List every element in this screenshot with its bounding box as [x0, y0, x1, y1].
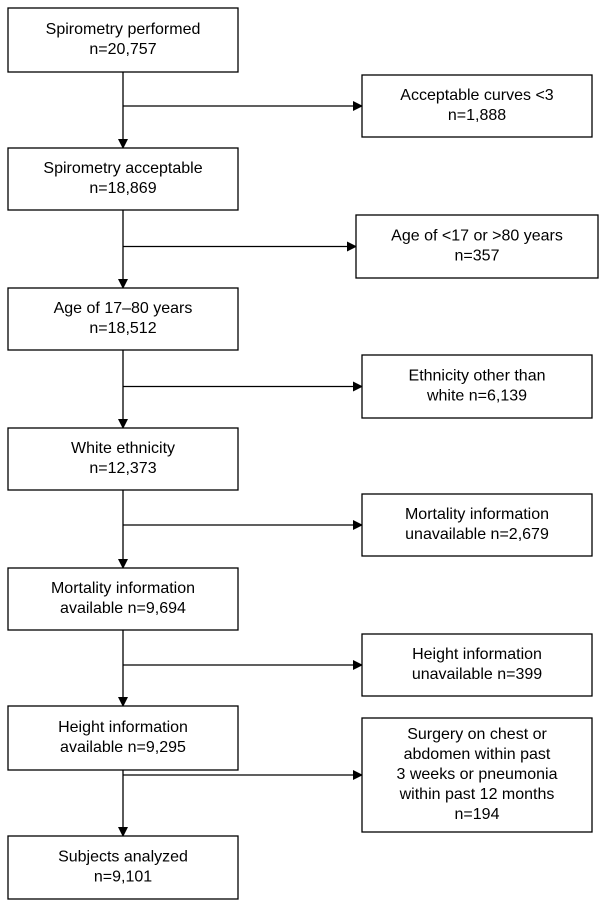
step-box-text: n=12,373: [89, 460, 156, 477]
step-box-text: available n=9,694: [60, 600, 186, 617]
exclusion-box-text: n=357: [455, 248, 500, 265]
step-box-text: Mortality information: [51, 580, 195, 597]
exclusion-box-text: 3 weeks or pneumonia: [397, 766, 558, 783]
step-box-text: Subjects analyzed: [58, 849, 188, 866]
exclusion-box: [361, 633, 593, 697]
step-box: [7, 287, 239, 351]
exclusion-box-text: white n=6,139: [426, 388, 527, 405]
step-box: [7, 705, 239, 771]
exclusion-box: [355, 214, 599, 279]
step-box-text: Age of 17–80 years: [54, 300, 193, 317]
exclusion-box-text: abdomen within past: [404, 746, 551, 763]
step-box-text: n=18,512: [89, 320, 156, 337]
exclusion-box-text: Ethnicity other than: [409, 368, 546, 385]
step-box-text: Spirometry performed: [46, 21, 201, 38]
step-box-text: n=20,757: [89, 41, 156, 58]
exclusion-box: [361, 74, 593, 138]
exclusion-box: [361, 354, 593, 419]
step-box-text: n=9,101: [94, 869, 152, 886]
exclusion-box-text: Mortality information: [405, 506, 549, 523]
step-box: [7, 835, 239, 900]
exclusion-box-text: within past 12 months: [399, 786, 555, 803]
exclusion-box-text: Surgery on chest or: [407, 726, 547, 743]
exclusion-box-text: unavailable n=399: [412, 666, 542, 683]
step-box-text: available n=9,295: [60, 739, 186, 756]
step-box: [7, 7, 239, 73]
step-box: [7, 567, 239, 631]
step-box: [7, 427, 239, 491]
exclusion-box-text: Age of <17 or >80 years: [391, 228, 563, 245]
step-box-text: Height information: [58, 719, 188, 736]
step-box-text: Spirometry acceptable: [43, 160, 202, 177]
step-box: [7, 147, 239, 211]
exclusion-box-text: n=194: [455, 806, 500, 823]
exclusion-box: [361, 717, 593, 833]
exclusion-box-text: n=1,888: [448, 107, 506, 124]
exclusion-box-text: Acceptable curves <3: [400, 87, 554, 104]
step-box-text: White ethnicity: [71, 440, 175, 457]
exclusion-box-text: Height information: [412, 646, 542, 663]
exclusion-box: [361, 493, 593, 557]
exclusion-box-text: unavailable n=2,679: [405, 526, 549, 543]
step-box-text: n=18,869: [89, 180, 156, 197]
